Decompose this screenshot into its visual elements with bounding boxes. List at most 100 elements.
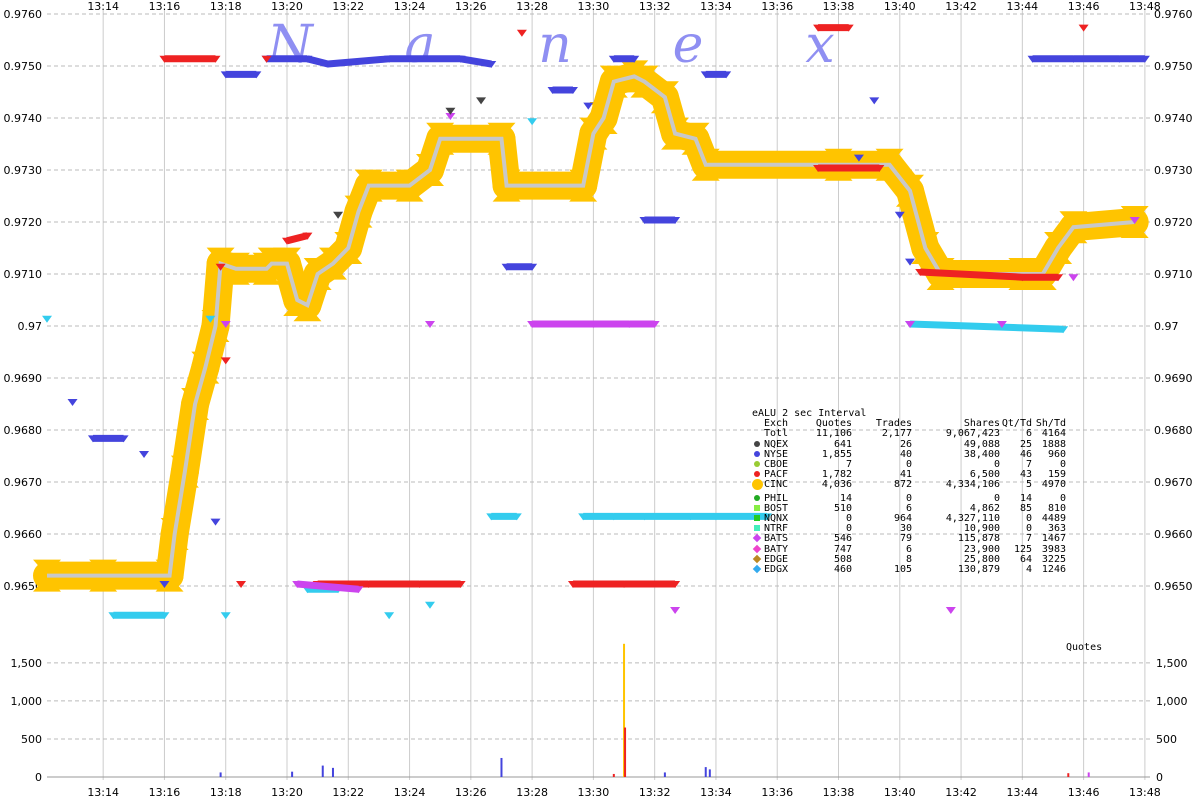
legend-row: BATY 747 6 23,900 125 3983 (752, 544, 1066, 555)
y-tick-label-right: 0.9740 (1154, 112, 1193, 125)
cinc-quote-marker (492, 185, 521, 202)
cinc-quote-marker (303, 274, 332, 290)
y-tick-label-right: 0.9670 (1154, 476, 1193, 489)
legend-marker (752, 554, 764, 565)
y-tick-label-left: 0.9690 (4, 372, 43, 385)
y-tick-label-left: 0.9750 (4, 60, 43, 73)
legend-cell-exch: Totl (764, 428, 789, 440)
cinc-quote-marker (318, 247, 347, 264)
x-tick-label-bottom: 13:34 (700, 786, 732, 799)
cinc-quote-marker (589, 102, 618, 118)
legend-cell-qt-td: 14 (1019, 492, 1032, 504)
y-tick-label-right: 0.9750 (1154, 60, 1193, 73)
series-bats (220, 113, 1140, 614)
legend-row: NTRF 0 30 10,900 0 363 (752, 524, 1066, 534)
x-tick-label-bottom: 13:24 (394, 786, 426, 799)
quote-marker-nyse (583, 102, 594, 110)
volume-bar (1067, 773, 1070, 777)
legend-cell-qt-td: 43 (1019, 469, 1032, 481)
legend-marker (752, 504, 764, 514)
legend-header-qt-td: Qt/Td (1001, 418, 1032, 430)
legend-row: BOST 510 6 4,862 85 810 (752, 502, 1066, 514)
x-tick-label-bottom: 13:20 (271, 786, 303, 799)
cinc-quote-marker (824, 148, 853, 165)
legend-cell-shares: 0 (993, 459, 1000, 471)
quote-marker-nyse (159, 581, 170, 588)
x-tick-label-top: 13:30 (578, 0, 610, 13)
legend-header-shares: Shares (963, 418, 1000, 430)
cinc-quote-marker (354, 169, 383, 186)
legend-cell-qt-td: 4 (1025, 564, 1032, 576)
cinc-quote-marker (415, 154, 444, 170)
cinc-quote-marker (221, 268, 250, 285)
volume-panel-title: Quotes (1066, 642, 1103, 653)
volume-bar (623, 643, 626, 777)
cinc-quote-marker (89, 559, 118, 576)
cinc-quote-marker (206, 247, 235, 264)
legend-cell-quotes: 11,106 (815, 428, 852, 440)
cinc-quote-marker (155, 575, 184, 592)
legend-cell-shares: 4,327,110 (945, 513, 1000, 525)
legend-cell-quotes: 460 (833, 564, 852, 576)
legend-cell-trades: 0 (905, 492, 912, 504)
cinc-quote-marker (681, 122, 710, 139)
legend-cell-shares: 10,900 (963, 523, 1000, 535)
y-tick-label-left: 0.9710 (4, 268, 43, 281)
volume-bar (624, 727, 627, 777)
legend-header-row: Exch Quotes Trades Shares Qt/Td Sh/Td (752, 418, 1066, 430)
x-tick-label-top: 13:20 (271, 0, 303, 13)
legend-cell-exch: NTRF (764, 523, 789, 535)
watermark-letter: e (673, 15, 704, 75)
cinc-quote-marker (221, 252, 250, 269)
legend-cell-trades: 6 (905, 502, 912, 514)
series-pacf (159, 24, 1089, 588)
price-series (33, 24, 1150, 620)
cinc-quote-marker (191, 367, 220, 384)
legend-cell-quotes: 510 (833, 502, 852, 514)
x-tick-label-bottom: 13:38 (823, 786, 855, 799)
quote-marker-nyse (853, 154, 864, 162)
volume-bar (291, 771, 294, 777)
cinc-quote-marker (273, 247, 302, 264)
exchange-legend: eALU 2 sec Interval Exch Quotes Trades S… (752, 408, 1066, 576)
cinc-quote-marker (1028, 274, 1057, 290)
legend-cell-quotes: 508 (833, 553, 852, 565)
cinc-quote-marker (334, 248, 363, 264)
legend-cell-trades: 872 (893, 479, 912, 491)
legend-marker (752, 450, 764, 460)
cinc-quote-marker (293, 305, 322, 322)
x-tick-label-top: 13:14 (87, 0, 119, 13)
x-tick-label-top: 13:40 (884, 0, 916, 13)
x-tick-label-bottom: 13:42 (945, 786, 977, 799)
legend-cell-trades: 964 (893, 513, 912, 525)
cinc-quote-marker (33, 575, 61, 592)
volume-bar (1087, 772, 1090, 777)
x-tick-label-bottom: 13:18 (210, 786, 242, 799)
cinc-quote-marker (661, 117, 690, 134)
legend-row: NYSE 1,855 40 38,400 46 960 (752, 449, 1066, 460)
legend-cell-quotes: 0 (845, 523, 852, 535)
y-tick-label-right: 0.9720 (1154, 216, 1193, 229)
legend-cell-sh-td: 4164 (1041, 428, 1066, 440)
cinc-quote-marker (426, 138, 455, 155)
volume-bar (331, 767, 334, 777)
quote-marker-pacf (1078, 24, 1089, 32)
quote-marker-nyse (894, 211, 905, 219)
cinc-quote-marker (395, 185, 424, 202)
y-tick-label-right: 0.97 (1154, 320, 1179, 333)
y-tick-label-right: 0.9760 (1154, 8, 1193, 21)
x-tick-label-top: 13:34 (700, 0, 732, 13)
quote-marker-edgx (220, 612, 231, 620)
legend-cell-qt-td: 85 (1019, 502, 1032, 514)
x-axis-bottom: 13:14 13:16 13:18 13:20 13:22 13:24 13:26 13:28… (87, 786, 1160, 799)
legend-cell-sh-td: 4970 (1041, 479, 1066, 491)
legend-cell-exch: CINC (764, 479, 789, 491)
legend-cell-quotes: 14 (839, 492, 852, 504)
x-tick-label-top: 13:28 (516, 0, 548, 13)
quote-marker-bats (996, 321, 1007, 328)
x-tick-label-bottom: 13:28 (516, 786, 548, 799)
y-tick-label-right: 0.9730 (1154, 164, 1193, 177)
quote-marker-nqex (445, 107, 456, 115)
legend-cell-shares: 130,879 (957, 564, 1000, 576)
legend-cell-sh-td: 1888 (1041, 438, 1066, 450)
